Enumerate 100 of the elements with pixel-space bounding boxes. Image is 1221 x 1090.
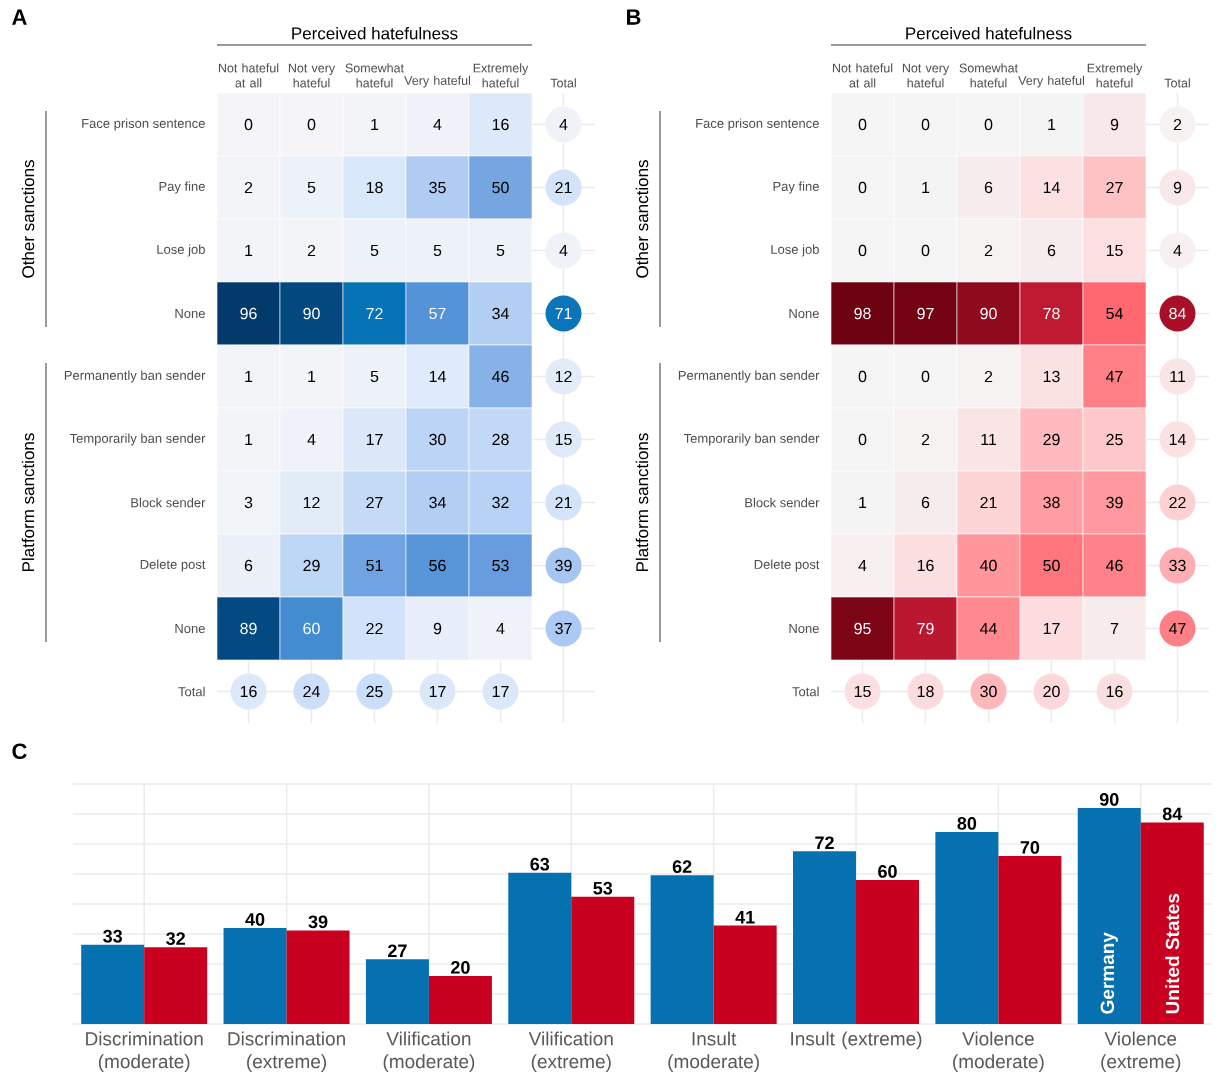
data-label: 29 (303, 559, 320, 572)
data-label: 20 (451, 961, 470, 974)
data-label: 95 (854, 622, 871, 635)
data-label: 44 (979, 623, 997, 635)
data-label: 57 (429, 307, 446, 320)
bar (935, 832, 999, 1024)
data-label: 0 (858, 118, 867, 131)
data-label: 2 (244, 181, 253, 194)
data-label: 16 (240, 685, 257, 698)
x-tick-label: Discrimination (extreme) (228, 1031, 345, 1073)
data-label: 2 (1173, 118, 1182, 131)
x-tick-label: Insult (moderate) (668, 1031, 759, 1073)
x-tick-label: Not very hateful (902, 63, 950, 88)
data-label: 1 (859, 497, 867, 509)
x-axis-title: Perceived hatefulness (292, 26, 458, 40)
y-tick-label: Block sender (745, 497, 820, 508)
data-label: 0 (921, 118, 930, 131)
data-label: 90 (1099, 793, 1119, 806)
data-label: 9 (1110, 118, 1119, 131)
x-tick-label: Violence (moderate) (953, 1031, 1044, 1073)
bar (856, 880, 920, 1024)
data-label: 25 (1106, 433, 1123, 446)
data-label: 17 (492, 686, 509, 698)
data-label: 71 (555, 307, 572, 319)
data-label: 35 (429, 181, 446, 194)
data-label: 89 (240, 622, 257, 635)
text: B (627, 9, 641, 25)
data-label: 97 (917, 307, 934, 320)
series-label: United States (1165, 893, 1180, 1014)
data-label: 21 (555, 496, 572, 509)
data-label: 5 (370, 244, 379, 257)
data-label: 6 (984, 181, 993, 194)
data-label: 17 (429, 686, 446, 698)
data-label: 90 (303, 307, 320, 320)
data-label: 2 (984, 244, 993, 257)
data-label: 72 (815, 836, 834, 849)
x-tick-label: Somewhat hateful (345, 63, 404, 88)
data-label: 2 (307, 244, 316, 257)
y-tick-label: Lose job (771, 244, 819, 257)
data-label: 30 (429, 433, 446, 446)
data-label: 0 (244, 118, 253, 131)
data-label: 28 (492, 433, 509, 446)
data-label: 50 (492, 181, 509, 194)
data-label: 63 (530, 857, 550, 871)
chart-title: C (12, 743, 27, 760)
data-label: 46 (491, 370, 509, 383)
data-label: 0 (921, 244, 930, 257)
data-label: 20 (1043, 685, 1060, 698)
data-label: 53 (593, 881, 613, 895)
data-label: 53 (492, 559, 509, 572)
data-label: 40 (245, 913, 265, 926)
data-label: 98 (854, 307, 871, 320)
data-label: 0 (921, 370, 930, 383)
data-label: 21 (555, 181, 572, 194)
data-label: 70 (1020, 841, 1040, 854)
text: Other sanctions (635, 160, 649, 278)
data-label: 1 (308, 371, 316, 383)
data-label: 84 (1169, 307, 1186, 320)
data-label: 18 (366, 181, 383, 194)
data-label: 47 (1168, 623, 1186, 635)
data-label: 34 (492, 307, 509, 320)
data-label: 9 (433, 622, 442, 635)
bar (1077, 808, 1141, 1024)
data-label: 72 (366, 307, 383, 320)
data-label: 15 (854, 685, 871, 698)
data-label: 0 (858, 433, 867, 446)
data-label: 1 (245, 434, 253, 446)
bar (650, 875, 714, 1024)
data-label: 1 (1048, 118, 1056, 130)
data-label: 39 (308, 915, 328, 929)
x-tick-label: Vilification (moderate) (383, 1031, 475, 1073)
data-label: 33 (1169, 559, 1186, 572)
data-label: 5 (433, 244, 442, 257)
data-label: 34 (429, 496, 446, 509)
data-label: 60 (303, 622, 320, 635)
bar (286, 930, 350, 1024)
y-tick-label: Delete post (140, 559, 206, 572)
data-label: 78 (1043, 307, 1060, 320)
data-label: 27 (388, 944, 407, 957)
data-label: 38 (1043, 496, 1060, 509)
data-label: 12 (303, 496, 320, 509)
data-label: 2 (921, 433, 930, 446)
x-tick-label: Very hateful (404, 75, 471, 88)
y-tick-label: Total (178, 686, 205, 697)
y-tick-label: Permanently ban sender (64, 370, 206, 383)
bar (365, 959, 429, 1024)
x-tick-label: Very hateful (1018, 75, 1085, 88)
data-label: 5 (496, 244, 505, 257)
bar (428, 976, 492, 1024)
data-label: 56 (429, 559, 446, 572)
x-tick-label: Somewhat hateful (959, 63, 1018, 88)
bar (81, 944, 145, 1024)
x-tick-label: Not hateful at all (218, 63, 279, 88)
data-label: 0 (307, 118, 316, 131)
x-tick-label: Extremely hateful (1087, 63, 1143, 88)
data-label: 11 (1170, 371, 1186, 383)
data-label: 0 (858, 181, 867, 194)
data-label: 14 (1169, 434, 1186, 446)
x-tick-label: Not very hateful (288, 63, 336, 88)
data-label: 4 (559, 118, 568, 130)
